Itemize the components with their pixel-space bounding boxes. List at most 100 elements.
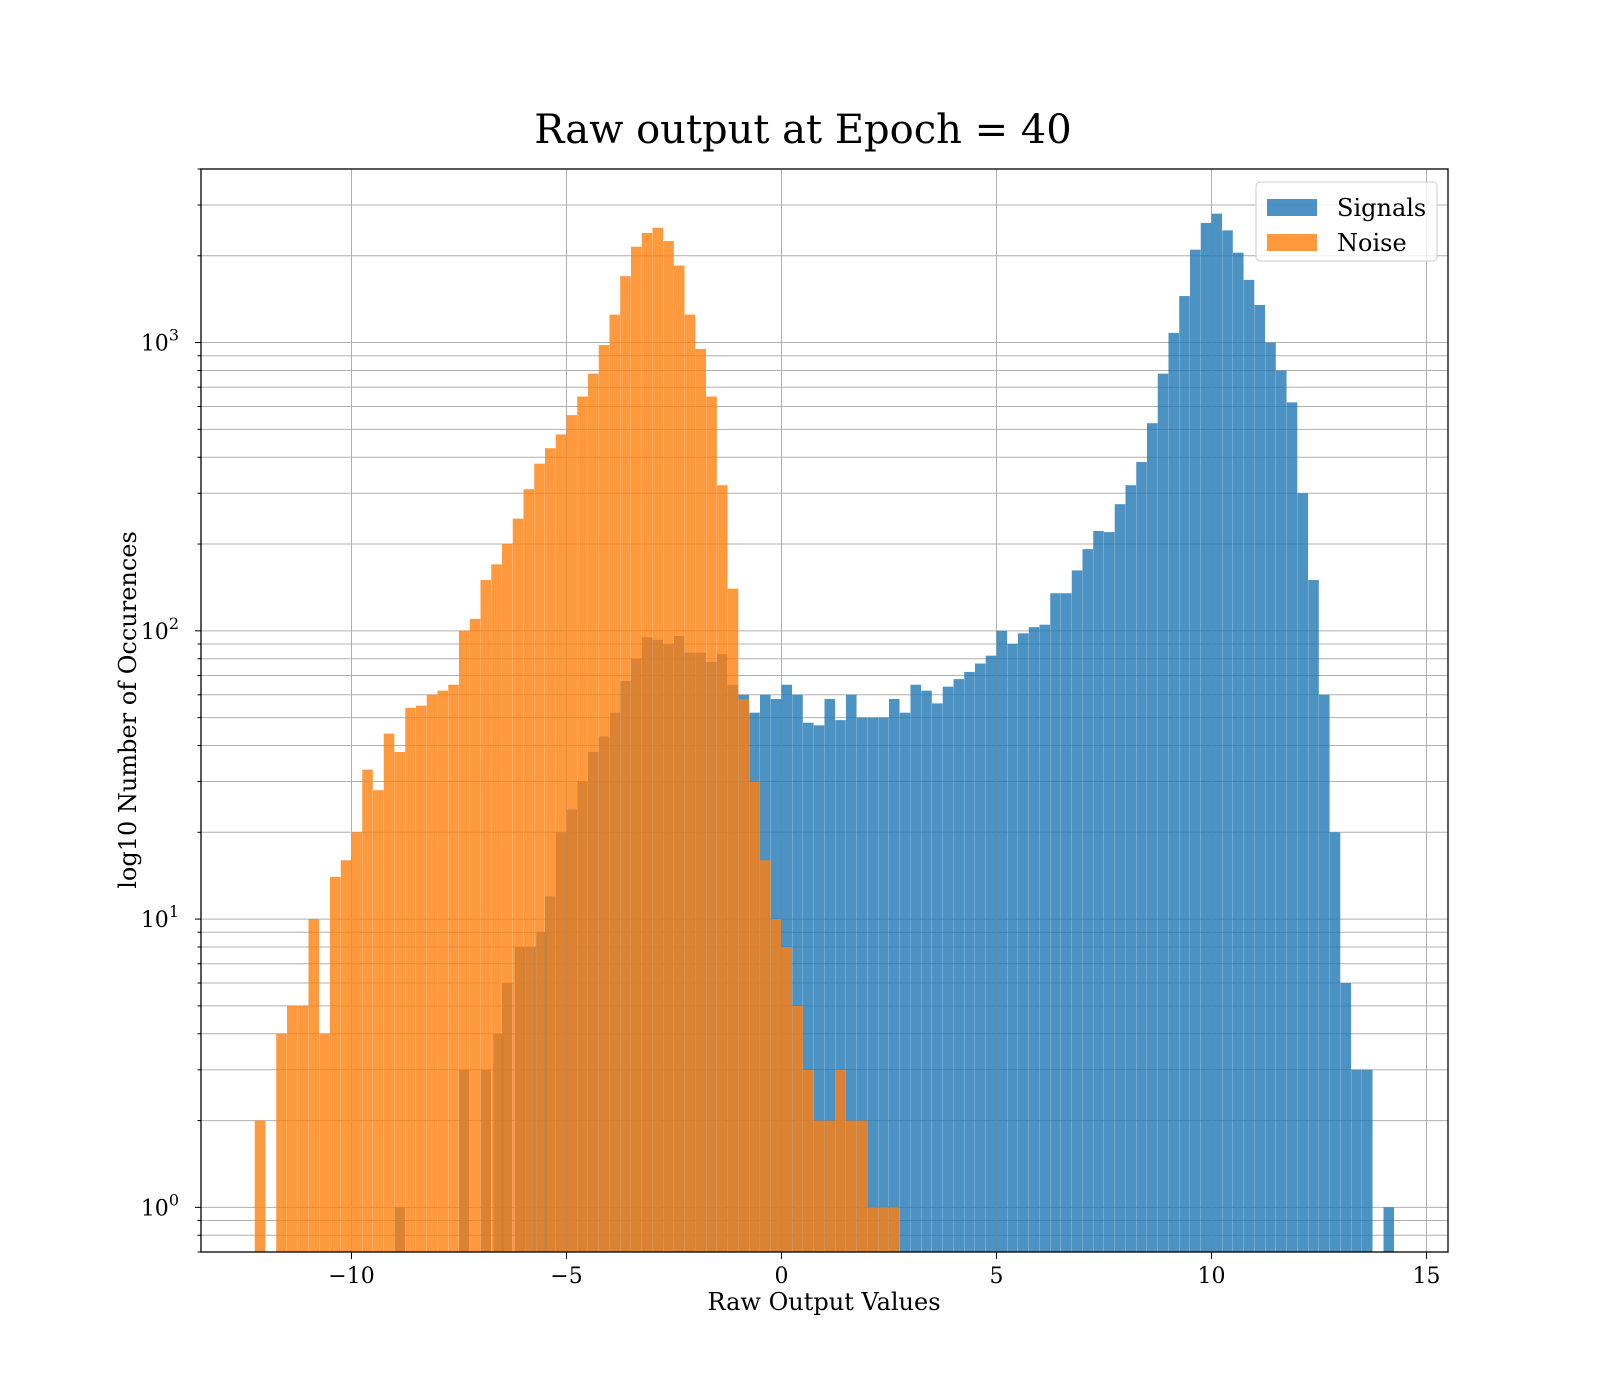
bar-signals [1222,230,1233,1253]
bar-noise [620,276,631,1252]
bar-signals [1018,633,1029,1252]
legend-label-noise: Noise [1337,229,1407,257]
bar-signals [1383,1207,1395,1252]
bar-noise [588,373,599,1252]
bar-noise [663,241,674,1252]
bar-noise [340,860,352,1252]
bar-signals [1125,485,1137,1253]
bar-signals [1168,332,1180,1252]
bar-signals [1039,624,1051,1252]
bar-noise [641,232,653,1253]
bar-noise [856,1120,868,1252]
bar-signals [910,684,922,1252]
bar-noise [330,876,341,1252]
bar-noise [319,1033,330,1252]
bar-noise [394,751,406,1252]
bar-signals [1093,530,1104,1252]
bar-noise [555,434,567,1252]
plot-frame [200,168,1449,1253]
bar-noise [760,860,771,1252]
bar-signals [1061,593,1072,1252]
bar-signals [1319,694,1330,1252]
bar-noise [824,1120,836,1252]
bar-noise [770,919,782,1252]
bar-noise [706,396,717,1252]
bar-noise [749,781,760,1252]
bar-noise [512,518,524,1252]
bar-signals [942,686,954,1252]
bar-noise [437,690,449,1252]
bar-signals [824,699,836,1252]
bar-signals [1007,644,1018,1252]
bar-noise [878,1207,889,1252]
bar-signals [1147,423,1158,1252]
bar-signals [1254,304,1266,1253]
bar-noise [469,618,481,1252]
legend-swatch-noise [1267,234,1317,251]
bar-noise [426,694,438,1252]
bar-noise [362,769,373,1252]
x-tick-label: 15 [1413,1264,1441,1289]
bar-signals [1297,493,1309,1252]
bar-signals [953,679,965,1252]
legend: Signals Noise [1255,181,1438,262]
bar-noise [727,588,739,1252]
x-tick-label: −5 [550,1264,582,1289]
bar-signals [1136,462,1147,1252]
bar-signals [1071,570,1083,1252]
bar-signals [1114,504,1126,1252]
bar-signals [921,690,932,1252]
bar-signals [1276,370,1287,1252]
bar-noise [813,1120,825,1252]
bar-signals [1211,213,1223,1252]
chart-title: Raw output at Epoch = 40 [534,107,1071,153]
bar-noise [351,832,363,1252]
bar-signals [932,703,943,1252]
bar-noise [287,1005,298,1252]
bar-signals [1082,549,1094,1252]
bar-signals [1233,252,1244,1252]
bars [254,213,1395,1253]
bar-noise [835,1069,846,1252]
bar-noise [792,1005,803,1252]
x-tick-label: −10 [328,1264,374,1289]
bar-noise [383,733,395,1252]
bar-noise [695,348,707,1252]
bar-signals [1340,983,1352,1252]
y-tick-label: 102 [141,614,179,645]
bar-noise [297,1005,309,1252]
bar-noise [738,699,750,1252]
bar-signals [975,663,986,1252]
y-tick-label: 103 [141,326,179,357]
bar-noise [491,564,502,1252]
bar-signals [964,671,975,1252]
bar-signals [846,694,857,1252]
bar-noise [523,489,535,1252]
y-tick-label: 101 [141,902,179,933]
bar-noise [480,580,492,1252]
bar-noise [684,314,696,1253]
bar-noise [534,463,545,1252]
bar-noise [502,544,513,1252]
bar-signals [878,717,889,1252]
bar-signals [813,725,825,1252]
bar-noise [674,265,685,1252]
bar-signals [1362,1069,1373,1252]
bar-noise [276,1033,287,1252]
bar-signals [1329,832,1341,1252]
bar-noise [631,246,642,1252]
bar-signals [985,655,997,1252]
bar-signals [856,717,868,1252]
bar-noise [598,345,610,1253]
bar-noise [609,314,621,1253]
bar-noise [405,707,416,1252]
bar-noise [459,630,470,1252]
bar-signals [792,694,803,1252]
bar-noise [577,396,588,1252]
bar-signals [899,712,911,1252]
bar-signals [1028,627,1040,1252]
bar-noise [254,1120,266,1252]
bar-signals [1104,532,1115,1252]
bar-signals [1190,249,1201,1253]
bar-noise [717,485,728,1253]
